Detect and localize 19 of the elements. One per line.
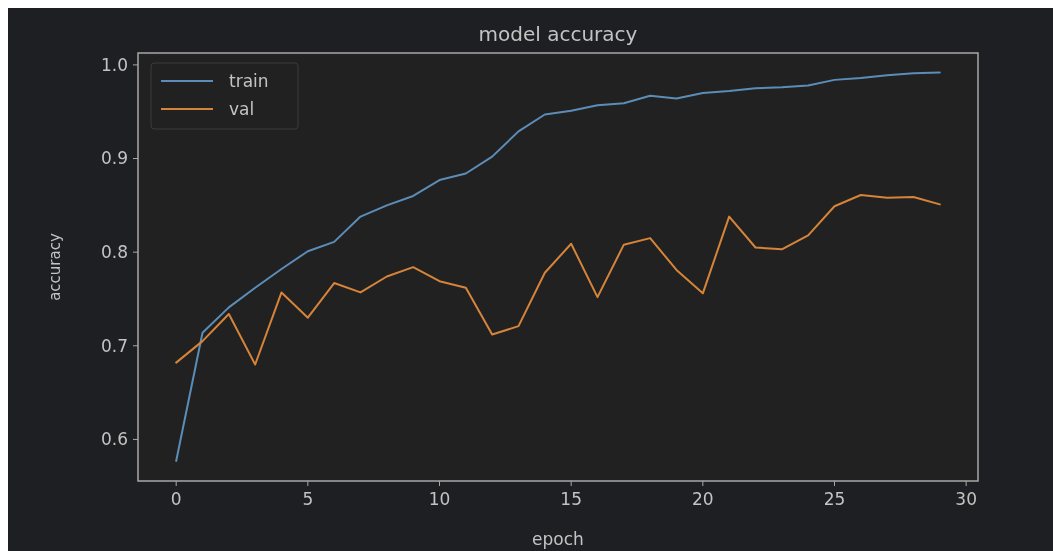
x-tick-label: 30 [955, 489, 977, 509]
line-series [175, 194, 941, 366]
y-tick-label: 0.8 [100, 242, 128, 263]
legend-label: val [229, 98, 255, 119]
legend-label: train [229, 70, 269, 91]
x-axis-title: epoch [532, 529, 584, 549]
y-tick-label: 1.0 [100, 54, 128, 75]
x-tick-label: 5 [302, 489, 314, 509]
chart-title: model accuracy [478, 22, 638, 46]
x-tick-label: 15 [560, 489, 582, 509]
y-tick-label: 0.9 [100, 148, 128, 169]
x-tick-label: 25 [823, 489, 846, 509]
x-tick-label: 20 [692, 489, 714, 509]
y-tick-label: 0.7 [100, 335, 128, 356]
y-tick-label: 0.6 [100, 429, 128, 450]
x-tick-label: 0 [170, 489, 182, 509]
line-series [175, 71, 941, 462]
y-axis-title: accuracy [46, 233, 64, 301]
x-tick-label: 10 [428, 489, 451, 509]
